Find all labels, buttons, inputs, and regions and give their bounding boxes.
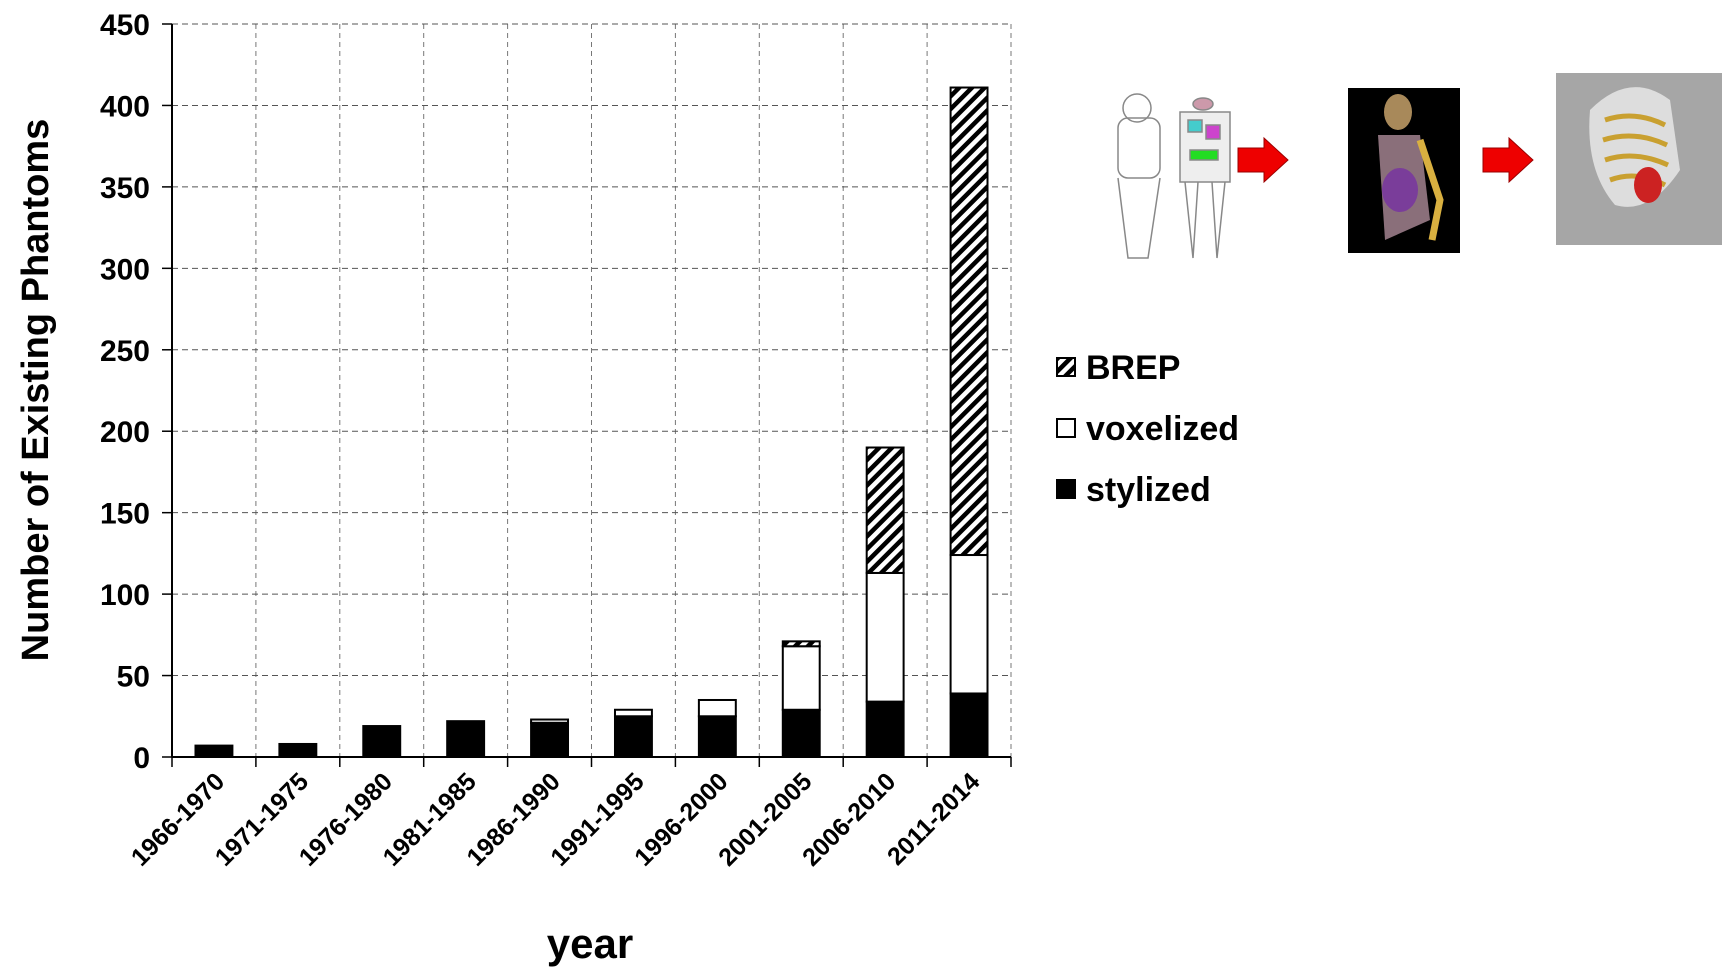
- bar-segment: [867, 573, 904, 702]
- bar-segment: [951, 88, 988, 555]
- bar-segment: [951, 693, 988, 757]
- legend-swatch: [1057, 480, 1075, 498]
- y-tick-label: 100: [100, 579, 150, 612]
- legend-label: stylized: [1086, 471, 1211, 509]
- y-tick-label: 150: [100, 498, 150, 531]
- bar-segment: [279, 744, 316, 757]
- y-tick-label: 250: [100, 335, 150, 368]
- y-tick-label: 300: [100, 253, 150, 286]
- y-axis-label: Number of Existing Phantoms: [15, 119, 57, 662]
- bar-segment: [615, 710, 652, 717]
- bar-segment: [699, 700, 736, 716]
- bar-segment: [531, 723, 568, 757]
- arrow: [1238, 138, 1288, 182]
- y-tick-label: 0: [133, 742, 150, 775]
- y-tick-label: 50: [117, 661, 150, 694]
- stylized-phantom-image: [1118, 94, 1230, 258]
- y-tick-label: 200: [100, 416, 150, 449]
- legend-swatch: [1057, 358, 1075, 376]
- bar-segment: [531, 720, 568, 723]
- bar-segment: [783, 641, 820, 646]
- bar-segment: [951, 555, 988, 693]
- phantom-illustrations: [1118, 73, 1722, 258]
- bar-segment: [615, 716, 652, 757]
- y-tick-label: 350: [100, 172, 150, 205]
- x-tick-label: 2011-2014: [882, 767, 985, 870]
- y-tick-label: 400: [100, 90, 150, 123]
- x-axis-label: year: [547, 920, 633, 967]
- legend-swatch: [1057, 419, 1075, 437]
- bar-segment: [363, 726, 400, 757]
- bar-segment: [195, 746, 232, 757]
- bar-segment: [867, 702, 904, 757]
- bar-segment: [447, 721, 484, 757]
- bar-segment: [783, 710, 820, 757]
- y-tick-label: 450: [100, 9, 150, 42]
- arrow: [1483, 138, 1533, 182]
- bar-segment: [783, 646, 820, 710]
- bar-segment: [867, 448, 904, 573]
- legend-label: voxelized: [1086, 410, 1239, 448]
- bar-segment: [699, 716, 736, 757]
- legend-label: BREP: [1086, 349, 1180, 387]
- chart: Number of Existing Phantoms year: [0, 0, 1722, 973]
